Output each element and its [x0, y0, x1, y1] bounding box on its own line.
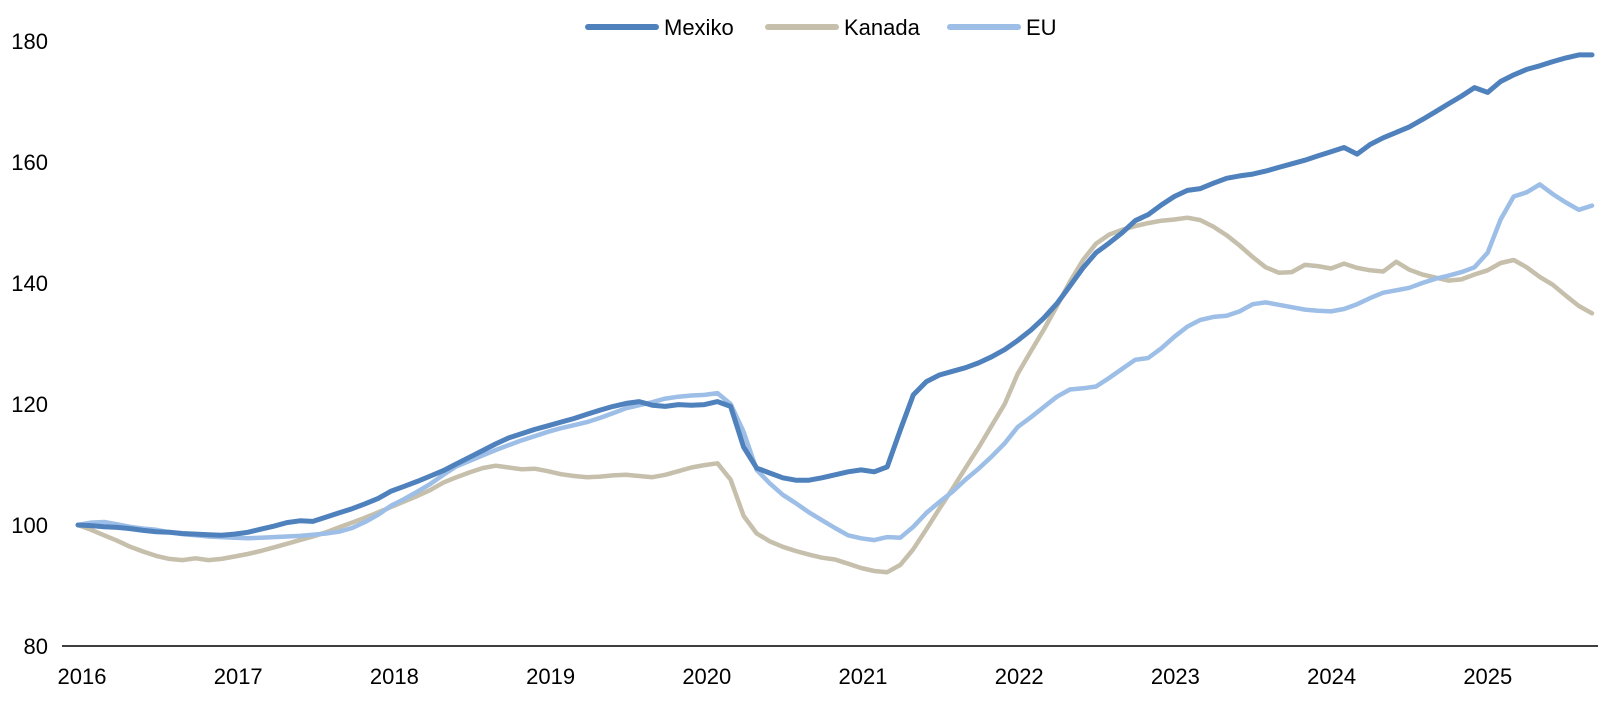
y-tick-label: 140 [11, 271, 48, 296]
y-tick-label: 180 [11, 29, 48, 54]
x-tick-label: 2024 [1307, 664, 1356, 689]
y-tick-label: 80 [24, 634, 48, 659]
legend-label-kanada: Kanada [844, 15, 921, 40]
x-tick-label: 2022 [995, 664, 1044, 689]
series-line-eu [75, 182, 1595, 543]
x-tick-label: 2017 [214, 664, 263, 689]
legend-label-eu: EU [1026, 15, 1057, 40]
series-line-mexiko [75, 52, 1595, 538]
y-tick-label: 120 [11, 392, 48, 417]
x-tick-label: 2019 [526, 664, 575, 689]
x-tick-label: 2020 [682, 664, 731, 689]
x-tick-label: 2018 [370, 664, 419, 689]
y-tick-label: 160 [11, 150, 48, 175]
legend-label-mexiko: Mexiko [664, 15, 734, 40]
x-tick-label: 2025 [1463, 664, 1512, 689]
x-tick-label: 2021 [839, 664, 888, 689]
y-tick-label: 100 [11, 513, 48, 538]
x-tick-label: 2023 [1151, 664, 1200, 689]
x-tick-label: 2016 [58, 664, 107, 689]
